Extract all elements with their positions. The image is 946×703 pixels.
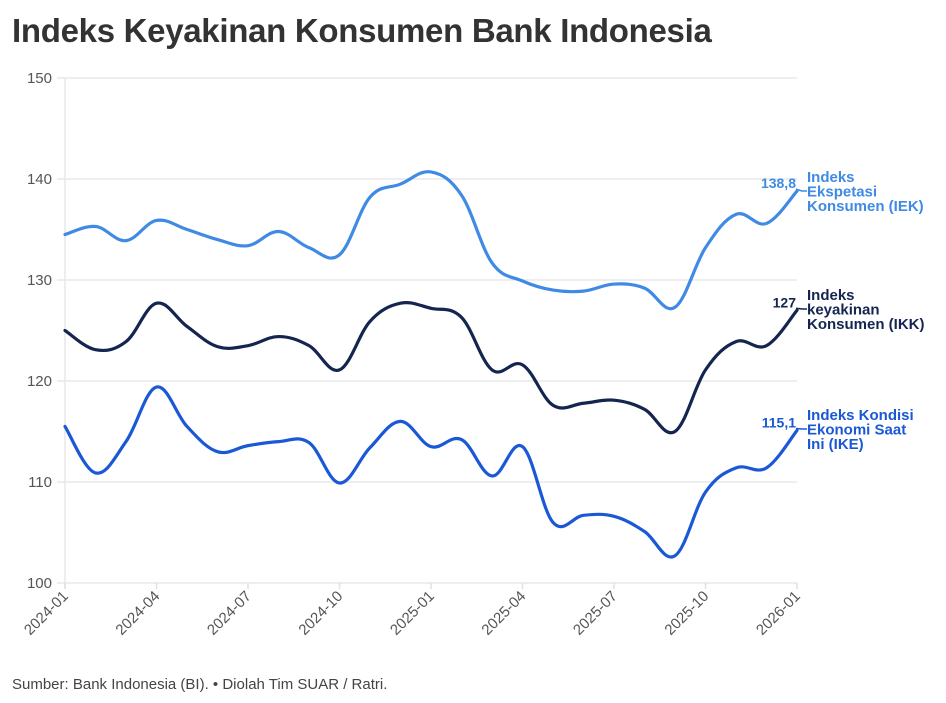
series-label: Ekonomi Saat — [807, 422, 906, 439]
y-tick-label: 130 — [27, 272, 52, 289]
x-tick-label: 2026-01 — [753, 588, 804, 639]
x-tick-label: 2024-10 — [295, 588, 346, 639]
x-tick-label: 2025-04 — [478, 588, 529, 639]
series-label: Konsumen (IKK) — [807, 316, 925, 333]
series-label: Ekspetasi — [807, 184, 877, 201]
source-note: Sumber: Bank Indonesia (BI). • Diolah Ti… — [12, 676, 388, 693]
x-tick-label: 2024-04 — [112, 588, 163, 639]
y-axis: 100 110 120 130 140 150 — [27, 70, 52, 592]
chart-title: Indeks Keyakinan Konsumen Bank Indonesia — [12, 12, 712, 49]
series-lines — [63, 170, 799, 559]
series-line-2 — [63, 385, 799, 559]
x-tick-label: 2024-07 — [204, 588, 255, 639]
label-connector — [795, 307, 807, 310]
y-tick-label: 120 — [27, 373, 52, 390]
series-label: Konsumen (IEK) — [807, 198, 924, 215]
series-label: Indeks — [807, 169, 855, 186]
end-value-label: 115,1 — [762, 414, 796, 430]
y-tick-label: 100 — [27, 575, 52, 592]
y-tick-label: 110 — [28, 474, 52, 491]
y-tick-label: 140 — [27, 171, 52, 188]
y-tick-label: 150 — [27, 70, 52, 87]
x-tick-label: 2025-07 — [570, 588, 621, 639]
x-tick-label: 2024-01 — [21, 588, 72, 639]
x-tick-label: 2025-10 — [661, 588, 712, 639]
label-connector — [795, 188, 807, 192]
x-axis: 2024-01 2024-04 2024-07 2024-10 2025-01 2025-… — [21, 583, 804, 639]
x-tick-label: 2025-01 — [387, 588, 438, 639]
gridlines — [57, 77, 797, 589]
series-line-1 — [63, 301, 799, 435]
end-value-label: 127 — [773, 294, 797, 310]
label-connector — [795, 427, 807, 430]
end-value-label: 138,8 — [761, 175, 796, 191]
series-label: keyakinan — [807, 302, 880, 319]
series-line-0 — [63, 170, 799, 311]
series-label: Ini (IKE) — [807, 436, 864, 453]
series-label: Indeks — [807, 287, 855, 304]
series-label: Indeks Kondisi — [807, 407, 914, 424]
